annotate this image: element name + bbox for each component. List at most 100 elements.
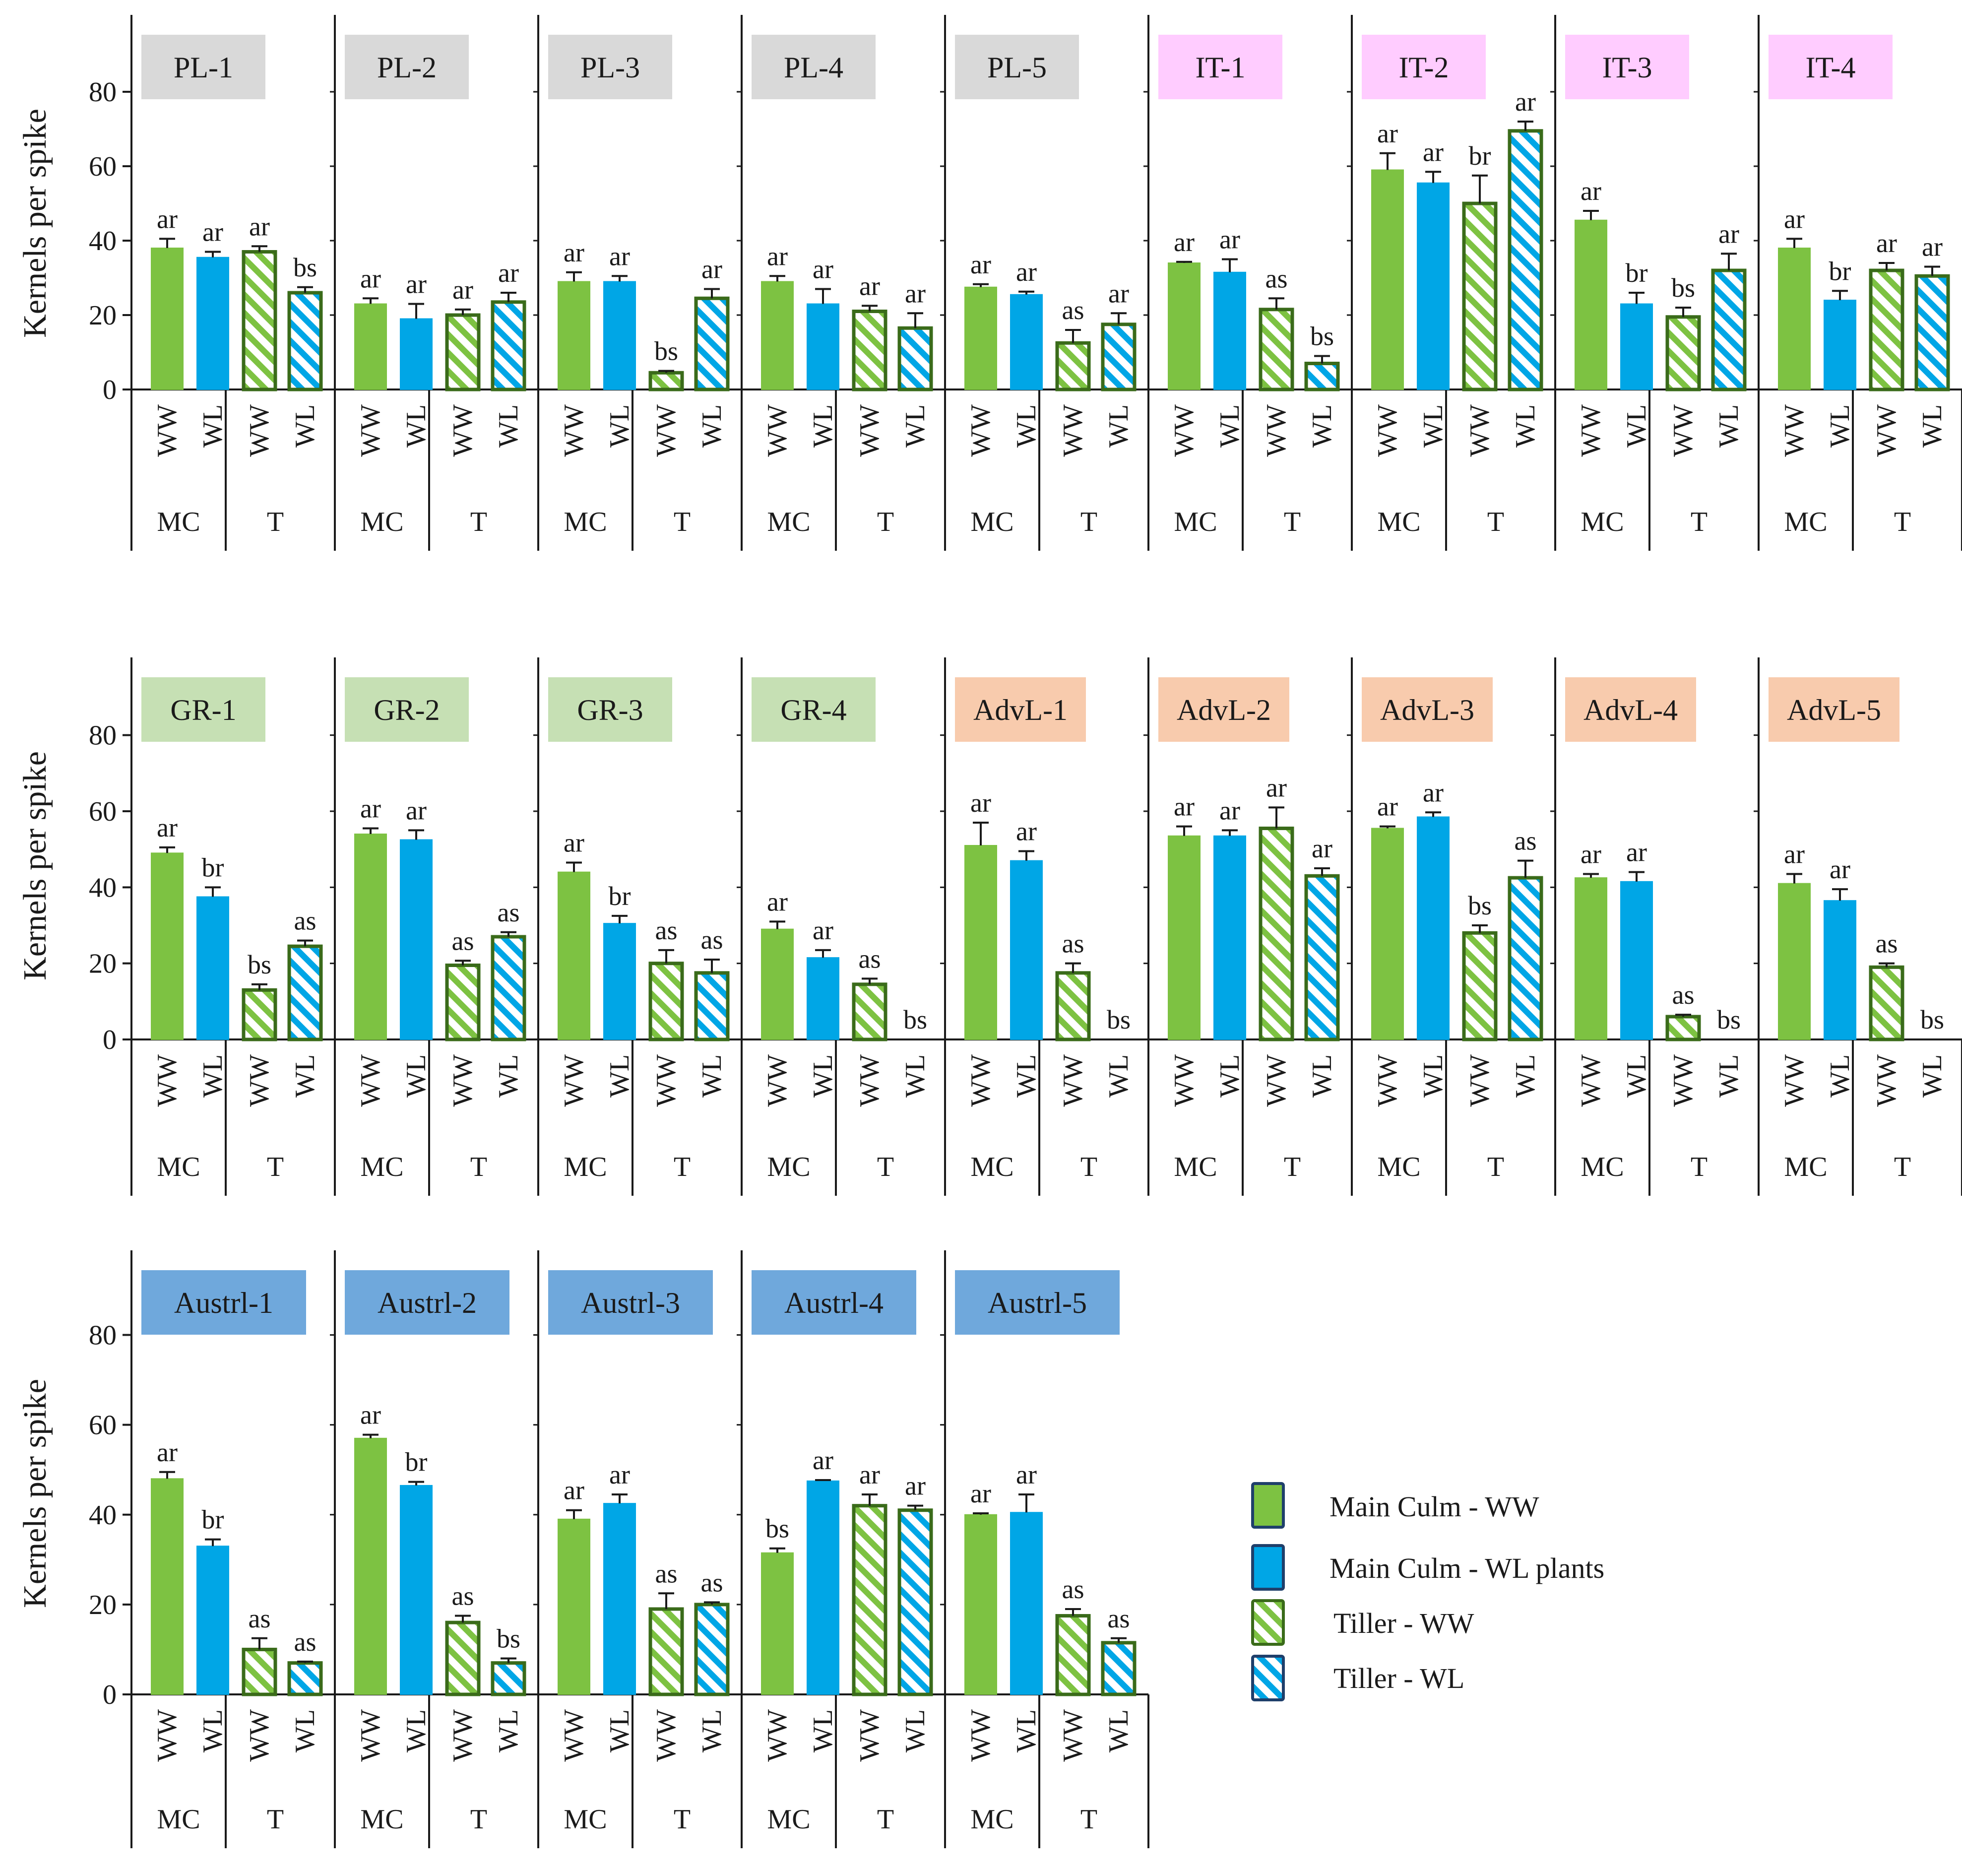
x-group-label-mc: MC: [1174, 1152, 1217, 1182]
x-category-label: WL: [1103, 1054, 1134, 1098]
panel-advl-5: AdvL-5 ar WW ar WL as WW bs WL MC T: [1754, 657, 1962, 1196]
panel-title: AdvL-1: [973, 694, 1068, 726]
bar-main-culm-ww: [151, 248, 184, 390]
significance-label: as: [655, 915, 678, 945]
x-group-label-t: T: [674, 1804, 691, 1835]
x-category-label: WL: [1917, 1054, 1948, 1098]
bar-tiller-wl: [1304, 874, 1340, 1041]
significance-label: as: [452, 1581, 474, 1611]
x-category-label: WL: [1011, 1054, 1042, 1098]
significance-label: ar: [1784, 204, 1805, 234]
significance-label: ar: [1830, 854, 1850, 884]
bar-main-culm-ww: [354, 1437, 387, 1695]
legend-swatch-mc-ww: [1251, 1482, 1285, 1529]
significance-label: ar: [1626, 838, 1647, 867]
x-group-label-mc: MC: [1377, 1152, 1420, 1182]
x-group-label-t: T: [877, 1152, 894, 1182]
significance-label: ar: [360, 794, 381, 824]
significance-label: as: [452, 926, 474, 956]
x-category-label: WW: [244, 404, 275, 457]
x-group-label-mc: MC: [157, 1804, 200, 1835]
bar-main-culm-wl-plants: [400, 839, 433, 1040]
x-category-label: WW: [244, 1709, 275, 1762]
panel-gr-3: GR-3 ar WW br WL as WW as WL MC T: [533, 657, 742, 1196]
significance-label: ar: [1016, 257, 1037, 287]
x-group-label-mc: MC: [360, 1152, 403, 1182]
panel-title-box: [141, 1270, 306, 1335]
x-category-label: WL: [290, 404, 320, 448]
x-group-label-mc: MC: [970, 1804, 1013, 1835]
significance-label: as: [1108, 1604, 1130, 1633]
panel-gr-2: GR-2 ar WW ar WL as WW as WL MC T: [330, 657, 538, 1196]
legend-swatch-tiller-wl: [1251, 1655, 1285, 1701]
panel-title-box: [345, 1270, 509, 1335]
x-group-label-t: T: [1691, 507, 1708, 537]
x-category-label: WW: [854, 1709, 885, 1762]
significance-label: ar: [970, 250, 991, 279]
significance-label: ar: [1922, 232, 1943, 262]
x-group-label-t: T: [1487, 1152, 1504, 1182]
panel-it-4: IT-4 ar WW br WL ar WW ar WL MC T: [1754, 15, 1962, 551]
significance-label: as: [701, 1567, 723, 1597]
x-category-label: WW: [651, 1054, 682, 1107]
x-category-label: WL: [696, 404, 727, 448]
bar-tiller-ww: [1055, 1614, 1091, 1696]
x-category-label: WL: [1103, 404, 1134, 448]
panel-austrl-5: Austrl-5 ar WW ar WL as WW as WL MC T: [940, 1250, 1149, 1848]
bar-tiller-ww: [1259, 308, 1294, 391]
bar-main-culm-ww: [558, 281, 590, 390]
x-group-label-t: T: [1284, 507, 1301, 537]
x-group-label-mc: MC: [157, 507, 200, 537]
bar-main-culm-wl-plants: [1620, 303, 1653, 390]
significance-label: ar: [905, 1471, 926, 1501]
bar-main-culm-wl-plants: [196, 1546, 229, 1695]
x-category-label: WL: [900, 1709, 931, 1752]
x-category-label: WW: [965, 1709, 996, 1762]
bar-tiller-ww: [242, 250, 277, 391]
panel-title-box: [1565, 35, 1689, 99]
legend-swatch-tiller-ww: [1251, 1599, 1285, 1646]
bar-tiller-wl: [694, 1603, 730, 1696]
bar-tiller-wl: [287, 944, 323, 1041]
panel-title: Austrl-2: [378, 1287, 477, 1319]
panel-title: PL-2: [377, 51, 437, 84]
x-category-label: WL: [1307, 404, 1337, 448]
y-axis-title-row-1: Kernels per spike: [17, 109, 53, 338]
bar-tiller-wl: [491, 300, 526, 391]
x-group-label-t: T: [877, 1804, 894, 1835]
significance-label: ar: [1581, 840, 1601, 869]
significance-label: ar: [1423, 137, 1444, 167]
bar-tiller-wl: [1508, 876, 1543, 1041]
panel-pl-2: PL-2 ar WW ar WL ar WW ar WL MC T: [330, 15, 538, 551]
significance-label: ar: [970, 788, 991, 818]
significance-label: ar: [609, 1460, 630, 1489]
significance-label: ar: [157, 1437, 178, 1467]
panel-title: AdvL-2: [1177, 694, 1271, 726]
panel-title-box: [548, 1270, 713, 1335]
panel-austrl-1: Austrl-1 ar WW br WL as WW as WL MC T: [127, 1250, 335, 1848]
x-category-label: WL: [1713, 404, 1744, 448]
bar-main-culm-ww: [964, 1514, 997, 1695]
significance-label: br: [1626, 258, 1648, 288]
significance-label: ar: [767, 241, 788, 271]
panel-title-box: [955, 677, 1086, 742]
x-group-label-t: T: [1894, 1152, 1911, 1182]
significance-label: ar: [406, 795, 427, 825]
x-category-label: WW: [762, 1054, 793, 1107]
panel-title: AdvL-5: [1787, 694, 1881, 726]
panel-pl-3: PL-3 ar WW ar WL bs WW ar WL MC T: [533, 15, 742, 551]
y-tick-label: 80: [89, 77, 117, 108]
significance-label: ar: [157, 813, 178, 842]
x-category-label: WW: [1668, 404, 1699, 457]
panel-austrl-3: Austrl-3 ar WW ar WL as WW as WL MC T: [533, 1250, 742, 1848]
panel-it-2: IT-2 ar WW ar WL br WW ar WL MC T: [1347, 15, 1555, 551]
bar-tiller-wl: [694, 971, 730, 1041]
significance-label: bs: [497, 1624, 520, 1654]
significance-label: ar: [498, 258, 519, 288]
bar-tiller-ww: [445, 1620, 481, 1696]
x-category-label: WL: [696, 1709, 727, 1752]
bar-tiller-ww: [1665, 315, 1701, 391]
bar-main-culm-ww: [761, 1552, 794, 1695]
x-category-label: WL: [493, 404, 524, 448]
significance-label: as: [1672, 980, 1695, 1010]
